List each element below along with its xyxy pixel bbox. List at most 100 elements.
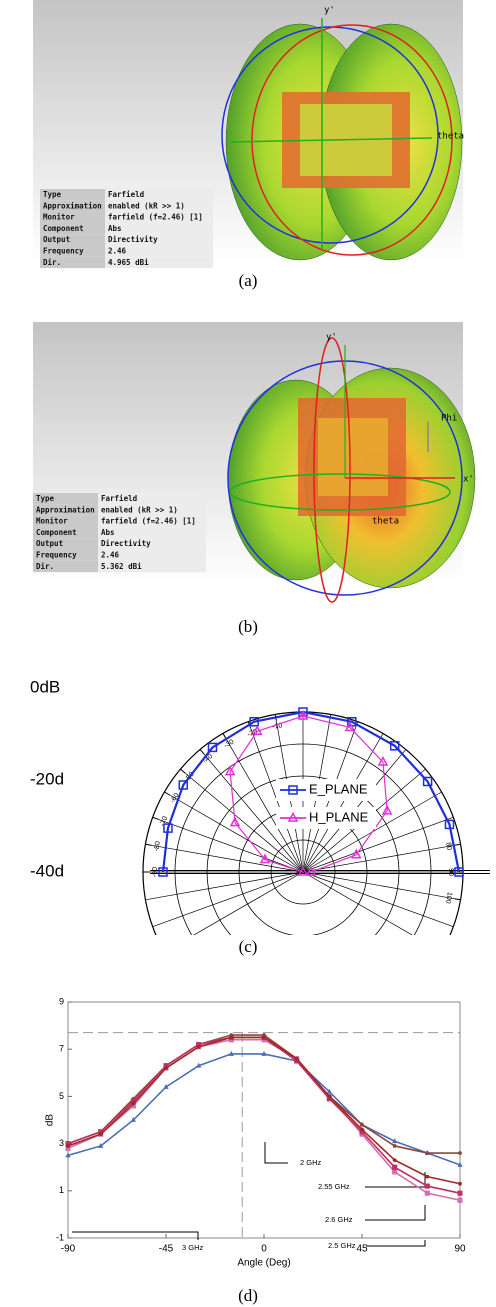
annotation: 3 GHz: [182, 1243, 204, 1252]
r-tick-label: 0dB: [30, 677, 60, 696]
marker: [360, 1123, 364, 1127]
axis-label: y': [326, 333, 337, 343]
axis-label: y': [324, 6, 335, 16]
info-label: Dir.: [43, 258, 61, 267]
caption: (d): [238, 1286, 258, 1305]
angle-tick: [180, 769, 185, 773]
angle-tick: [164, 792, 169, 795]
y-tick-label: 5: [59, 1091, 64, 1101]
marker: [262, 1036, 266, 1040]
annotation: 2 GHz: [300, 1158, 322, 1167]
info-value: Abs: [101, 528, 115, 537]
x-tick-label: 0: [261, 1244, 267, 1255]
info-label: Output: [36, 539, 63, 548]
r-tick-label: -40dB: [30, 861, 75, 880]
marker: [132, 1102, 136, 1106]
legend-label: H_PLANE: [309, 809, 369, 824]
info-value: 5.362 dBi: [101, 562, 142, 571]
info-value: 2.46: [108, 247, 127, 256]
info-label: Monitor: [36, 517, 68, 526]
marker: [392, 1170, 397, 1175]
info-label: Monitor: [43, 213, 75, 222]
info-value: farfield (f=2.46) [1]: [108, 213, 203, 222]
angle-tick: [153, 817, 159, 819]
info-value: enabled (kR >> 1): [108, 201, 185, 210]
info-label: Dir.: [36, 562, 54, 571]
angle-label: -20: [247, 728, 259, 738]
marker: [328, 1095, 332, 1099]
info-value: 2.46: [101, 551, 120, 560]
angle-label: 90: [447, 868, 454, 876]
angle-label: -80: [153, 841, 162, 852]
marker: [426, 1151, 430, 1155]
y-tick-label: 9: [59, 996, 64, 1006]
page: {"figures":[ {"axes_labels":["y'","theta…: [0, 0, 496, 1307]
marker: [66, 1144, 70, 1148]
x-tick-label: 45: [356, 1244, 368, 1255]
annotation-arrow: [366, 1240, 425, 1246]
info-label: Component: [36, 528, 77, 537]
info-label: Frequency: [36, 551, 77, 560]
angle-label: 80: [444, 842, 452, 851]
r-tick-label: -20dB: [30, 769, 75, 788]
marker: [197, 1045, 201, 1049]
info-label: Approximation: [43, 201, 102, 210]
angle-tick: [455, 899, 461, 900]
info-label: Type: [36, 494, 55, 503]
info-label: Type: [43, 190, 62, 199]
legend-label: E_PLANE: [309, 781, 368, 796]
angle-tick: [223, 733, 226, 738]
polar-plot: -10-20-30-40-50-60-70-80-908090100: [143, 708, 490, 1032]
info-label: Output: [43, 235, 70, 244]
marker: [425, 1184, 430, 1189]
angle-tick: [145, 844, 151, 845]
annotation: 2.55 GHz: [318, 1182, 350, 1191]
x-tick-label: 90: [454, 1244, 466, 1255]
marker: [425, 1191, 430, 1196]
marker: [392, 1165, 397, 1170]
annotation: 2.6 GHz: [325, 1215, 353, 1224]
marker: [393, 1158, 397, 1162]
marker: [426, 1175, 430, 1179]
marker: [230, 1036, 234, 1040]
info-value: enabled (kR >> 1): [101, 505, 178, 514]
axis-label: Phi: [441, 414, 457, 424]
info-value: Abs: [108, 224, 122, 233]
marker: [295, 1057, 299, 1061]
r-labels: 0dB -20dB -40dB: [30, 677, 75, 880]
info-value: Directivity: [108, 235, 158, 244]
y-axis-label: dB: [45, 1114, 56, 1127]
axis-label: theta: [372, 517, 399, 527]
marker: [393, 1144, 397, 1148]
angle-label: 100: [444, 891, 453, 904]
angle-tick: [455, 844, 461, 845]
y-tick-label: 1: [59, 1185, 64, 1195]
info-label: Frequency: [43, 247, 84, 256]
caption: (c): [239, 937, 258, 956]
y-tick-label: 7: [59, 1044, 64, 1054]
info-label: Approximation: [36, 505, 95, 514]
info-value: Farfield: [101, 494, 137, 503]
info-label: Component: [43, 224, 84, 233]
x-tick-label: -45: [159, 1244, 174, 1255]
y-tick-label: 3: [59, 1138, 64, 1148]
info-value: 4.965 dBi: [108, 258, 149, 267]
marker: [458, 1151, 462, 1155]
caption: (b): [238, 617, 258, 636]
axis-label: x': [463, 475, 474, 485]
y-tick-label: -1: [56, 1232, 64, 1242]
info-value: Directivity: [101, 539, 151, 548]
axis-label: theta: [437, 132, 464, 142]
marker: [164, 1066, 168, 1070]
marker: [458, 1198, 463, 1203]
angle-label: -90: [152, 867, 159, 877]
x-axis-label: Angle (Deg): [237, 1258, 290, 1269]
info-value: Farfield: [108, 190, 144, 199]
x-tick-label: -90: [61, 1244, 76, 1255]
info-value: farfield (f=2.46) [1]: [101, 517, 196, 526]
caption: (a): [239, 271, 258, 290]
annotation: 2.5 GHz: [328, 1241, 356, 1250]
marker: [458, 1182, 462, 1186]
marker: [360, 1128, 364, 1132]
marker: [99, 1132, 103, 1136]
